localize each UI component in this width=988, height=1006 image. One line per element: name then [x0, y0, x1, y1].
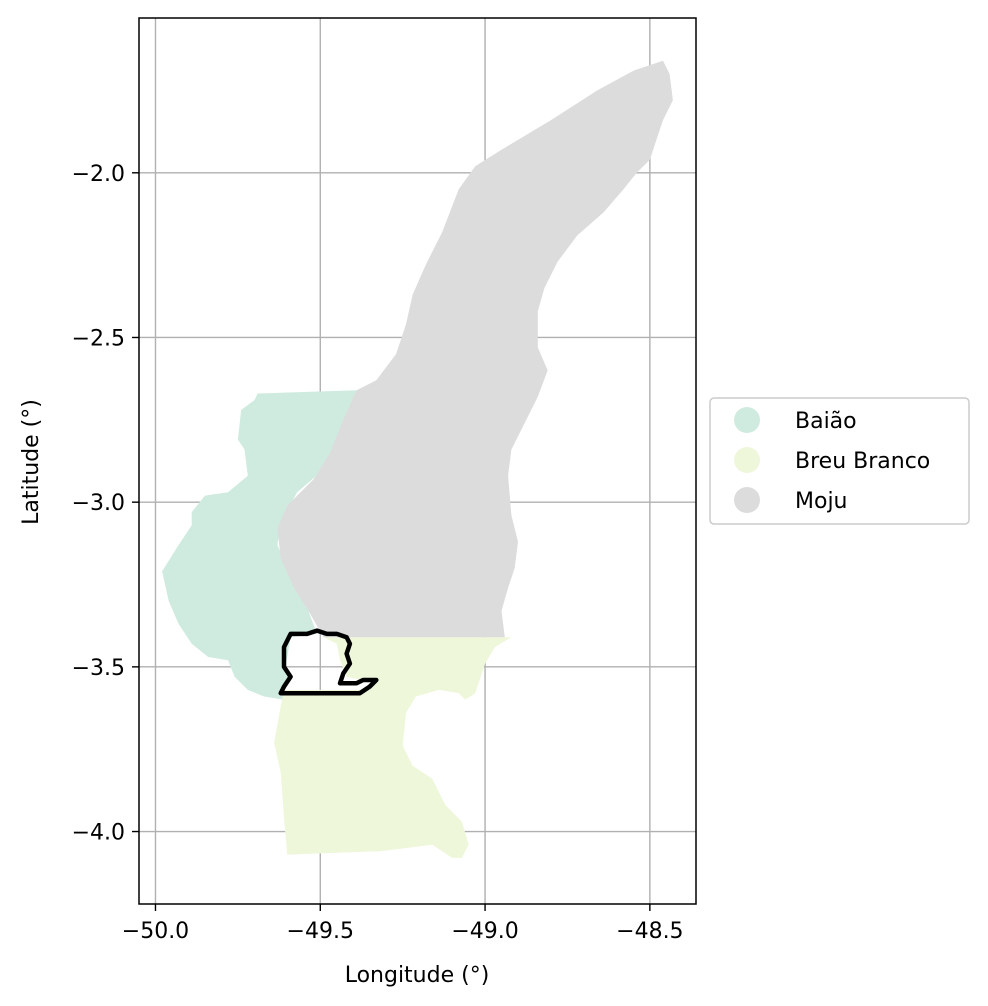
region-moju	[277, 60, 673, 638]
study-area-outline-layer	[278, 628, 379, 696]
y-tick-label-2: −3.0	[72, 491, 125, 516]
x-tick-label-1: −49.5	[287, 919, 354, 944]
legend-marker-0	[734, 407, 760, 433]
y-tick-label-4: −4.0	[72, 821, 125, 846]
legend-label-2: Moju	[795, 489, 848, 514]
y-tick-label-0: −2.0	[72, 162, 125, 187]
legend-marker-1	[734, 447, 760, 473]
legend: Baião Breu Branco Moju	[709, 397, 970, 525]
x-tick-label-2: −49.0	[451, 919, 518, 944]
axes-frame	[138, 17, 697, 905]
legend-box	[709, 397, 970, 525]
x-tick-label-0: −50.0	[122, 919, 189, 944]
study-area-outline	[278, 628, 379, 696]
x-axis-label: Longitude (°)	[345, 963, 490, 988]
legend-label-0: Baião	[795, 409, 857, 434]
legend-marker-2	[734, 487, 760, 513]
y-axis-label: Latitude (°)	[19, 399, 44, 525]
axis-ticks: −50.0 −49.5 −49.0 −48.5 −2.0 −2.5 −3.0 −3.5 −4.0	[72, 162, 684, 944]
y-tick-label-3: −3.5	[72, 656, 125, 681]
region-bai-o	[162, 390, 357, 700]
y-tick-label-1: −2.5	[72, 326, 125, 351]
legend-label-1: Breu Branco	[795, 449, 930, 474]
x-tick-label-3: −48.5	[616, 919, 683, 944]
